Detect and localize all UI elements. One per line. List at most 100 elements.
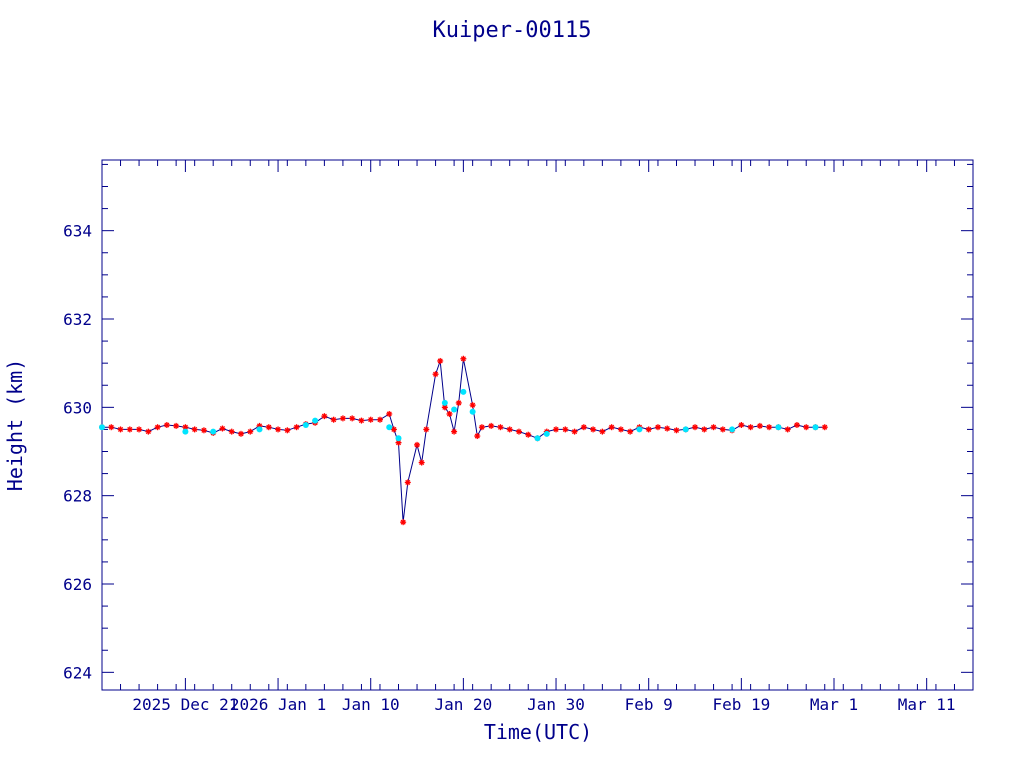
data-point <box>99 424 105 431</box>
data-point <box>173 422 180 429</box>
data-point <box>719 426 726 433</box>
x-tick-label: Jan 20 <box>434 695 492 714</box>
y-tick-label: 628 <box>63 487 92 506</box>
data-point <box>821 424 828 431</box>
data-point <box>390 426 397 433</box>
data-point <box>571 428 578 435</box>
data-point <box>418 459 425 466</box>
data-point <box>451 406 458 413</box>
plot-frame <box>101 159 974 691</box>
data-point <box>793 422 800 428</box>
x-tick-label: Jan 30 <box>527 695 585 714</box>
axis-ticks <box>101 160 974 690</box>
x-tick-label: 2025 Dec 21 <box>132 695 238 714</box>
data-point <box>692 424 699 431</box>
y-tick-label: 634 <box>63 222 92 241</box>
data-point <box>256 426 263 433</box>
y-tick-label: 630 <box>63 398 92 417</box>
data-point <box>775 424 782 431</box>
y-tick-label: 626 <box>63 575 92 594</box>
data-point <box>460 355 467 362</box>
data-point <box>812 424 819 431</box>
y-tick-label: 624 <box>63 663 92 682</box>
data-point <box>534 435 541 442</box>
data-point <box>543 430 550 437</box>
data-point <box>636 426 643 433</box>
x-tick-label: Mar 1 <box>810 695 858 714</box>
data-point <box>163 422 170 428</box>
data-point <box>126 426 133 433</box>
data-point <box>474 433 481 440</box>
data-point <box>302 422 309 428</box>
data-point <box>562 426 569 433</box>
data-point <box>182 424 189 431</box>
data-point <box>265 424 272 431</box>
data-point <box>469 408 476 415</box>
data-point <box>293 424 300 431</box>
data-point <box>488 422 495 429</box>
x-tick-label: Feb 9 <box>625 695 673 714</box>
series-markers <box>99 355 828 526</box>
series-lines <box>102 358 825 523</box>
data-point <box>404 479 411 486</box>
data-point <box>321 413 328 420</box>
data-point <box>237 430 244 437</box>
data-point <box>437 357 444 364</box>
data-point <box>645 426 652 433</box>
data-point <box>330 416 337 423</box>
data-point <box>608 424 615 431</box>
data-point <box>432 371 439 378</box>
data-point <box>617 426 624 433</box>
data-point <box>358 417 365 424</box>
data-point <box>460 388 467 395</box>
series-line <box>102 358 825 523</box>
data-point <box>682 426 689 433</box>
data-point <box>747 424 754 431</box>
data-point <box>451 428 458 435</box>
data-point <box>469 402 476 409</box>
data-point <box>182 428 189 435</box>
data-point <box>386 424 393 431</box>
data-point <box>136 426 143 433</box>
data-point <box>210 428 217 435</box>
data-point <box>497 424 504 431</box>
data-point <box>395 439 402 446</box>
data-point <box>154 424 161 431</box>
data-point <box>478 424 485 431</box>
data-point <box>627 428 634 435</box>
data-point <box>784 426 791 433</box>
data-point <box>738 422 745 428</box>
y-tick-labels: 624 626 628 630 632 634 <box>63 222 92 683</box>
data-point <box>414 441 421 448</box>
data-point <box>108 424 115 431</box>
data-point <box>367 416 374 423</box>
data-point <box>673 427 680 434</box>
data-point <box>247 428 254 435</box>
data-point <box>349 415 356 422</box>
data-point <box>664 425 671 432</box>
x-tick-label: Jan 10 <box>342 695 400 714</box>
data-point <box>228 428 235 435</box>
x-tick-label: 2026 Jan 1 <box>230 695 326 714</box>
y-tick-label: 632 <box>63 310 92 329</box>
data-point <box>386 410 393 417</box>
data-point <box>580 424 587 431</box>
data-point <box>275 426 282 433</box>
data-point <box>441 399 448 406</box>
data-point <box>515 428 522 435</box>
data-point <box>339 415 346 422</box>
x-tick-label: Feb 19 <box>712 695 770 714</box>
data-point <box>803 424 810 431</box>
data-point <box>446 410 453 417</box>
data-point <box>117 426 124 433</box>
data-point <box>553 426 560 433</box>
data-point <box>455 399 462 406</box>
data-point <box>701 426 708 433</box>
data-point <box>710 424 717 431</box>
data-point <box>599 428 606 435</box>
data-point <box>590 426 597 433</box>
data-point <box>219 425 226 432</box>
data-point <box>525 431 532 438</box>
